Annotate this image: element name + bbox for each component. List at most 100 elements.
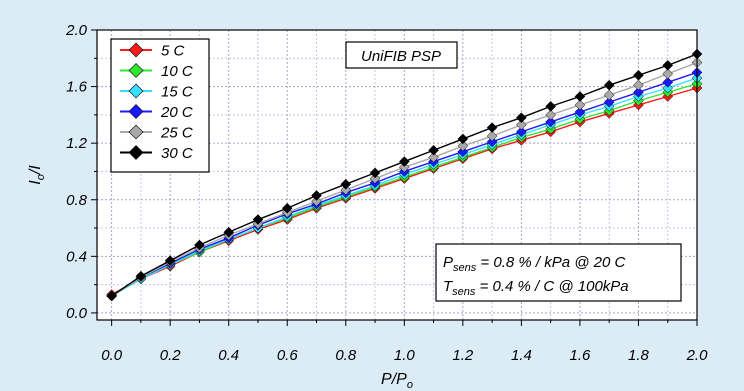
data-point	[457, 140, 469, 152]
legend-marker	[128, 124, 144, 140]
x-tick-label: 1.4	[511, 347, 532, 364]
annotation-title: UniFIB PSP	[361, 48, 441, 65]
data-point	[311, 190, 322, 201]
data-point	[398, 161, 410, 173]
y-tick-label: 1.2	[66, 135, 88, 152]
data-point	[545, 101, 557, 112]
y-axis-label-sub: o	[35, 174, 47, 180]
x-tick-label: 1.2	[452, 347, 474, 364]
data-point	[603, 96, 615, 108]
data-point	[457, 146, 469, 158]
legend-marker	[128, 104, 144, 119]
y-axis-label-main: I	[27, 180, 44, 185]
x-tick-label: 0.8	[335, 347, 357, 364]
axis-ticks: 0.0 0.2 0.4 0.6 0.8 1.0 1.2 1.4 1.6 1.8 2.0 0.0 0.4 0…	[65, 22, 708, 364]
data-point	[662, 76, 674, 88]
legend-entry: 5 C	[120, 43, 185, 60]
legend-marker	[128, 83, 144, 99]
y-axis-label-tail: /I	[27, 165, 44, 175]
legend-label: 10 C	[161, 63, 193, 80]
legend-entry: 15 C	[120, 84, 193, 101]
sensitivity-box: Psens = 0.8 % / kPa @ 20 C Tsens = 0.4 %…	[435, 243, 682, 302]
data-point	[603, 89, 615, 101]
x-tick-label: 2.0	[686, 347, 709, 364]
x-tick-label: 1.8	[628, 347, 650, 364]
y-tick-label: 0.8	[66, 192, 88, 209]
legend-label: 15 C	[161, 84, 193, 101]
p-symbol: P	[443, 254, 453, 271]
data-point	[369, 173, 381, 184]
legend-label: 5 C	[161, 43, 185, 60]
x-tick-label: 0.6	[277, 347, 299, 364]
legend-label: 30 C	[161, 145, 193, 162]
data-point	[369, 167, 381, 179]
p-sub: sens	[453, 262, 477, 274]
t-text: = 0.4 % / C @ 100kPa	[475, 278, 628, 295]
data-point	[398, 156, 410, 167]
data-point	[545, 109, 557, 121]
data-point	[486, 122, 498, 133]
data-point	[545, 116, 557, 128]
data-point	[428, 151, 439, 163]
data-point	[252, 214, 264, 225]
y-tick-label: 0.0	[66, 305, 88, 322]
x-tick-label: 0.0	[101, 347, 123, 364]
x-axis-label-sub: o	[407, 379, 413, 391]
y-tick-label: 1.6	[66, 79, 88, 96]
data-point	[633, 69, 644, 81]
series-30c	[106, 48, 703, 302]
y-tick-label: 2.0	[65, 22, 88, 39]
data-point	[516, 119, 527, 131]
data-point	[223, 226, 235, 238]
t-sub: sens	[452, 286, 476, 298]
data-point	[662, 68, 674, 80]
x-axis-label-main: P/P	[381, 371, 407, 388]
legend-marker	[128, 145, 144, 160]
legend-frame	[110, 38, 210, 173]
legend: 5 C 10 C 15 C 20 C 25 C 30 C	[110, 38, 210, 173]
x-tick-label: 0.2	[160, 347, 182, 364]
data-point	[135, 270, 147, 282]
data-point	[574, 106, 586, 118]
data-point	[486, 130, 498, 142]
pressure-sensitivity: Psens = 0.8 % / kPa @ 20 C	[443, 254, 625, 274]
legend-entry: 10 C	[120, 63, 193, 80]
data-point	[633, 79, 644, 91]
data-point	[340, 178, 352, 190]
data-point	[311, 195, 322, 207]
legend-marker	[128, 63, 144, 78]
data-point	[106, 290, 117, 302]
x-tick-label: 0.4	[218, 347, 239, 364]
data-point	[574, 91, 586, 102]
x-tick-label: 1.0	[394, 347, 416, 364]
series-layer	[106, 48, 703, 302]
legend-marker	[128, 42, 144, 58]
data-point	[281, 202, 293, 214]
legend-label: 20 C	[160, 104, 193, 121]
data-point	[633, 86, 644, 98]
data-point	[164, 255, 176, 266]
data-point	[486, 136, 498, 148]
data-point	[340, 184, 352, 196]
data-point	[516, 126, 527, 138]
data-point	[603, 79, 615, 91]
data-point	[428, 144, 439, 156]
plot-frame	[96, 29, 698, 321]
temperature-sensitivity: Tsens = 0.4 % / C @ 100kPa	[443, 278, 629, 298]
p-text: = 0.8 % / kPa @ 20 C	[476, 254, 625, 271]
data-point	[516, 112, 527, 124]
x-tick-label: 1.6	[569, 347, 591, 364]
t-symbol: T	[443, 278, 454, 295]
y-tick-label: 0.4	[66, 248, 87, 265]
legend-entry: 25 C	[120, 125, 193, 142]
data-point	[662, 82, 674, 94]
legend-entry: 20 C	[120, 104, 193, 121]
data-point	[662, 60, 674, 71]
data-point	[574, 99, 586, 111]
x-axis-label: P/Po	[381, 371, 413, 391]
y-axis-label: Io/I	[27, 165, 47, 185]
data-point	[194, 239, 205, 251]
legend-entry: 30 C	[120, 145, 193, 162]
legend-label: 25 C	[160, 125, 193, 142]
